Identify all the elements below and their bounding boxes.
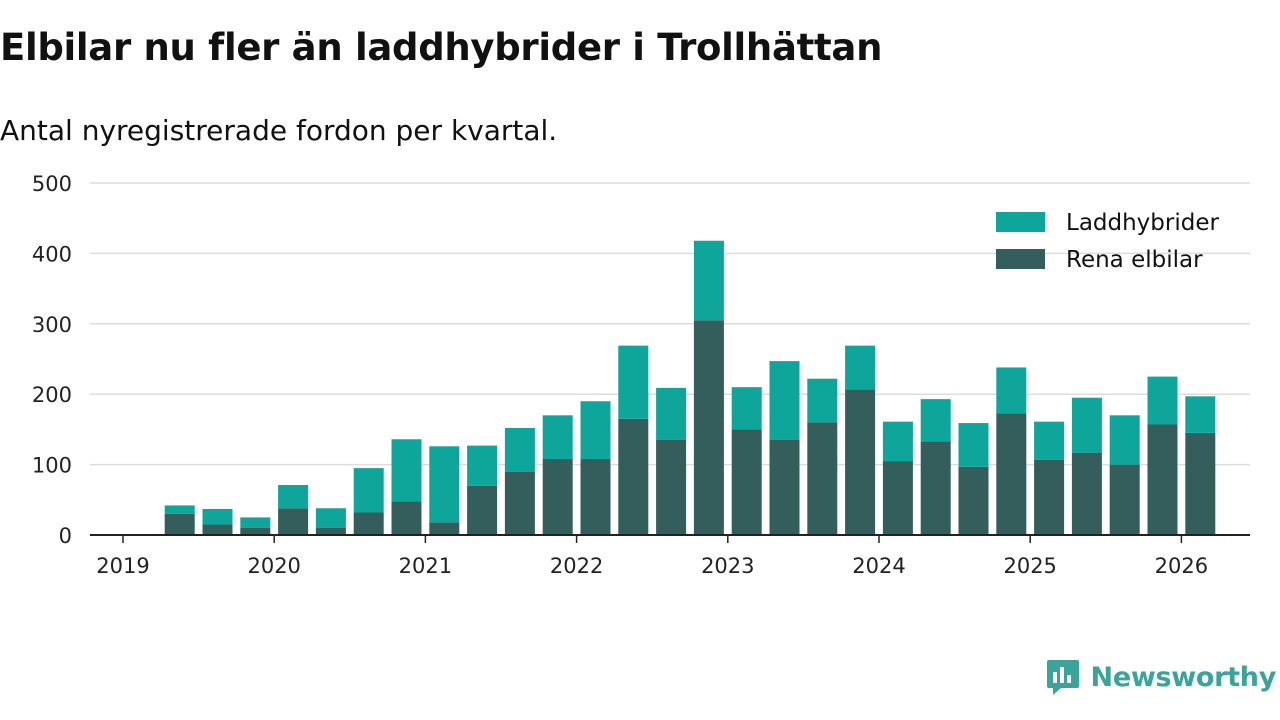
x-tick-label: 2019: [96, 554, 149, 578]
bar-rena-elbilar: [882, 461, 913, 535]
x-tick-label: 2022: [550, 554, 603, 578]
legend-swatch: [996, 212, 1045, 232]
bars: [164, 240, 1216, 535]
bar-rena-elbilar: [845, 389, 876, 535]
legend-label: Laddhybrider: [1066, 210, 1219, 236]
bar-rena-elbilar: [1147, 424, 1178, 535]
bar-rena-elbilar: [542, 458, 573, 535]
chart-subtitle: Antal nyregistrerade fordon per kvartal.: [0, 114, 558, 147]
bar-laddhybrider: [353, 468, 384, 513]
bar-rena-elbilar: [429, 522, 460, 535]
bar-laddhybrider: [1147, 376, 1178, 425]
bar-laddhybrider: [693, 240, 724, 321]
bar-rena-elbilar: [315, 527, 346, 535]
x-tick-label: 2024: [852, 554, 905, 578]
y-tick-label: 100: [32, 454, 72, 478]
bar-laddhybrider: [164, 505, 195, 514]
bar-rena-elbilar: [996, 413, 1027, 535]
bar-rena-elbilar: [202, 524, 233, 535]
bar-laddhybrider: [1109, 415, 1140, 465]
bar-laddhybrider: [240, 517, 271, 528]
bar-laddhybrider: [807, 378, 838, 423]
bar-laddhybrider: [542, 415, 573, 459]
bar-laddhybrider: [1071, 397, 1102, 453]
legend-swatch: [996, 249, 1045, 269]
newsworthy-logo[interactable]: Newsworthy: [1045, 658, 1276, 696]
newsworthy-logo-icon: [1046, 660, 1079, 695]
bar-rena-elbilar: [1109, 464, 1140, 535]
x-tick-label: 2021: [399, 554, 452, 578]
bar-rena-elbilar: [1034, 459, 1065, 535]
bar-rena-elbilar: [504, 471, 535, 535]
bar-rena-elbilar: [278, 508, 309, 535]
brand-name: Newsworthy: [1090, 661, 1277, 693]
bar-laddhybrider: [467, 445, 498, 486]
y-tick-label: 400: [32, 242, 72, 266]
bar-laddhybrider: [845, 345, 876, 390]
bar-laddhybrider: [958, 423, 989, 467]
bar-rena-elbilar: [920, 441, 951, 535]
bar-laddhybrider: [920, 399, 951, 442]
y-tick-label: 0: [59, 524, 72, 548]
bar-laddhybrider: [996, 367, 1027, 414]
x-tick-label: 2023: [701, 554, 754, 578]
x-tick-label: 2026: [1155, 554, 1208, 578]
legend: Laddhybrider Rena elbilar: [996, 210, 1219, 273]
bar-rena-elbilar: [958, 466, 989, 535]
bar-rena-elbilar: [580, 458, 611, 535]
bar-laddhybrider: [391, 439, 422, 502]
chart-title: Elbilar nu fler än laddhybrider i Trollh…: [0, 26, 883, 69]
bar-laddhybrider: [278, 485, 309, 509]
x-axis-ticks: 2019 2020 2021 2022 2023 2024 2025 2026: [96, 535, 1208, 578]
y-axis-ticks: 0 100 200 300 400 500: [32, 172, 72, 548]
bar-laddhybrider: [1185, 396, 1216, 433]
bar-laddhybrider: [580, 401, 611, 459]
bar-rena-elbilar: [353, 512, 384, 535]
bar-laddhybrider: [429, 446, 460, 523]
bar-rena-elbilar: [391, 501, 422, 535]
bar-rena-elbilar: [618, 418, 649, 535]
bar-rena-elbilar: [807, 422, 838, 535]
y-tick-label: 300: [32, 313, 72, 337]
y-tick-label: 500: [32, 172, 72, 196]
bar-laddhybrider: [769, 361, 800, 440]
bar-rena-elbilar: [693, 320, 724, 535]
bar-rena-elbilar: [164, 513, 195, 535]
bar-laddhybrider: [315, 508, 346, 528]
y-tick-label: 200: [32, 383, 72, 407]
legend-label: Rena elbilar: [1066, 247, 1203, 273]
bar-laddhybrider: [882, 421, 913, 462]
bar-laddhybrider: [731, 387, 762, 430]
bar-laddhybrider: [1034, 421, 1065, 460]
bar-rena-elbilar: [769, 439, 800, 535]
bar-rena-elbilar: [656, 439, 687, 535]
bar-rena-elbilar: [467, 485, 498, 535]
bar-laddhybrider: [618, 345, 649, 419]
bar-laddhybrider: [202, 508, 233, 525]
bar-rena-elbilar: [1071, 452, 1102, 535]
bar-rena-elbilar: [1185, 432, 1216, 535]
bar-laddhybrider: [504, 427, 535, 472]
x-tick-label: 2020: [247, 554, 300, 578]
x-tick-label: 2025: [1003, 554, 1056, 578]
bar-rena-elbilar: [731, 429, 762, 535]
bar-laddhybrider: [656, 387, 687, 440]
bar-rena-elbilar: [240, 527, 271, 535]
